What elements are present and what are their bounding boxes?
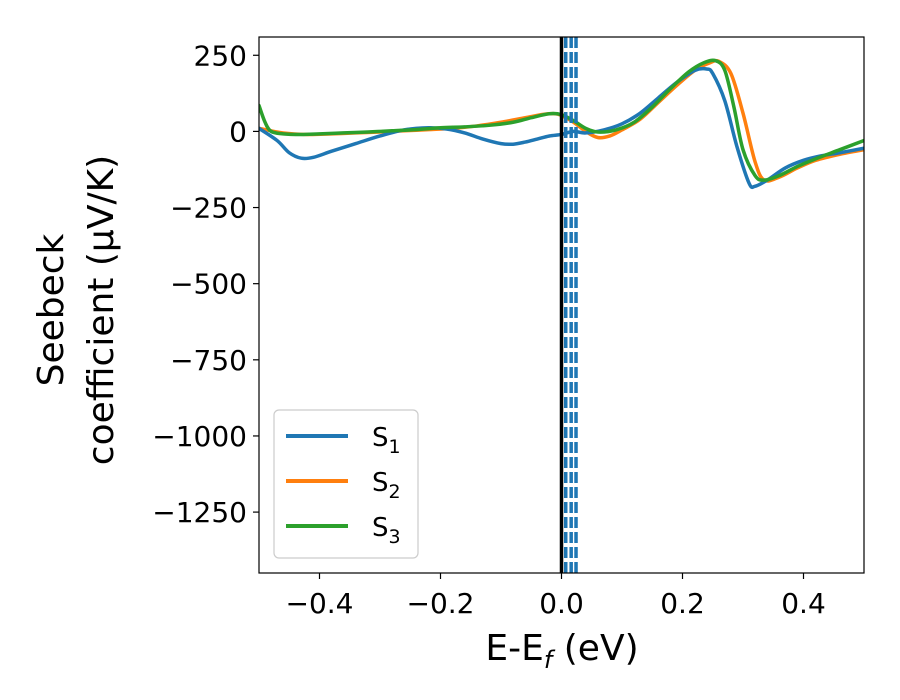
series-line-s3: [259, 58, 864, 182]
legend: S1 S2 S3: [273, 409, 419, 559]
x-tick-label: −0.4: [286, 587, 354, 620]
y-tick-label: −1000: [152, 420, 247, 453]
y-tick-label: −250: [170, 192, 247, 225]
y-tick-label: −500: [170, 268, 247, 301]
y-tick-label: −1250: [152, 496, 247, 529]
y-tick-label: 250: [194, 39, 247, 72]
x-axis-title-base: E-E: [485, 628, 543, 669]
series-line-s1: [259, 66, 864, 190]
x-tick-label: −0.2: [407, 587, 475, 620]
legend-label-s2: S2: [372, 468, 401, 503]
x-tick-label: 0.2: [660, 587, 705, 620]
y-axis-title-line2: coefficient (μV/K): [81, 155, 122, 465]
plot-layer: [259, 37, 864, 573]
x-tick-label: 0.0: [539, 587, 584, 620]
x-tick-label: 0.4: [781, 587, 826, 620]
x-axis-title-unit: (eV): [552, 628, 638, 669]
x-axis-title: E-Ef (eV): [485, 628, 638, 674]
legend-label-s3: S3: [372, 513, 401, 548]
y-axis-title-line1: Seebeck: [31, 233, 72, 386]
y-tick-label: 0: [229, 115, 247, 148]
legend-box: [273, 409, 419, 559]
legend-label-s1: S1: [372, 423, 401, 458]
y-tick-label: −750: [170, 344, 247, 377]
ticks-layer: −0.4 −0.2 0.0 0.2 0.4 250 0 −250 −500 −750 −1000 −1…: [152, 39, 825, 620]
y-axis-title: Seebeck coefficient (μV/K): [31, 155, 122, 465]
